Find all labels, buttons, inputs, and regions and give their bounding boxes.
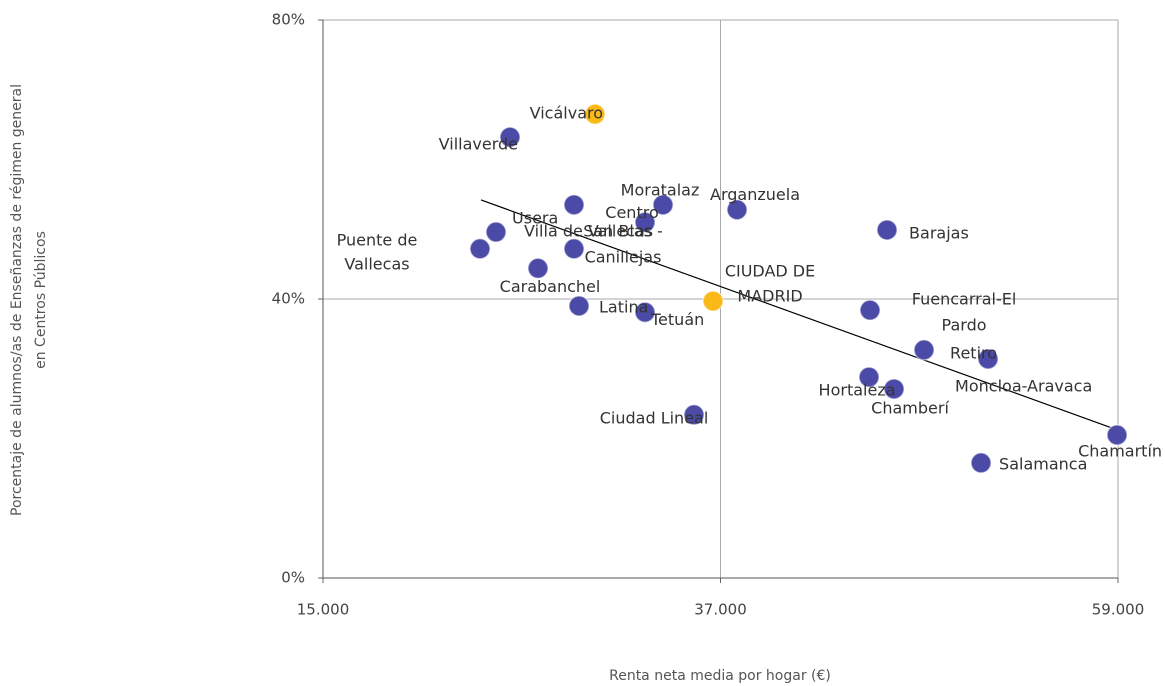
point-label: Puente de [337, 230, 418, 249]
data-point [634, 301, 656, 324]
x-tick-label: 37.000 [694, 601, 747, 619]
point-label: Villaverde [439, 135, 518, 154]
point-label: Vicálvaro [530, 104, 603, 123]
point-label: Ciudad Lineal [600, 408, 709, 427]
data-point [469, 238, 491, 260]
data-point [876, 219, 898, 241]
point-label: Hortaleza [819, 381, 896, 400]
data-point [913, 339, 935, 361]
point-label: Usera [512, 209, 558, 228]
point-label: Arganzuela [710, 185, 800, 204]
data-point [499, 126, 521, 148]
point-label: San Blas - [583, 221, 663, 240]
data-point [970, 452, 992, 474]
data-point [702, 290, 724, 312]
data-point [858, 366, 880, 388]
y-tick-label: 0% [281, 569, 305, 587]
point-label: Moratalaz [621, 180, 700, 199]
data-point [527, 257, 549, 280]
data-point [683, 404, 705, 426]
point-label: Chamartín [1078, 442, 1162, 461]
data-point [485, 221, 507, 243]
x-tick-label: 15.000 [297, 601, 350, 619]
data-point [568, 295, 590, 317]
data-point [563, 238, 585, 260]
y-tick-label: 40% [272, 290, 305, 308]
point-label: Barajas [909, 223, 969, 242]
point-label: Latina [599, 297, 648, 316]
x-tick-label: 59.000 [1092, 601, 1145, 619]
point-label: MADRID [737, 287, 802, 306]
point-label: Salamanca [999, 454, 1087, 473]
point-label: Vallecas [344, 254, 409, 273]
data-point [1106, 424, 1128, 446]
data-point [563, 194, 585, 216]
data-point [977, 348, 999, 370]
point-label: Fuencarral-El [912, 290, 1017, 309]
point-label: Retiro [950, 343, 997, 362]
data-point [859, 299, 881, 321]
data-point [726, 198, 748, 221]
y-axis-label: en Centros Públicos [33, 231, 49, 369]
x-axis-label: Renta neta media por hogar (€) [609, 668, 831, 684]
point-label: Canillejas [585, 247, 662, 266]
point-label: Villa de Vallecas [524, 221, 653, 240]
point-label: Tetuán [650, 310, 704, 329]
point-label: Chamberí [871, 398, 949, 417]
trendline [480, 199, 1119, 431]
point-label: Centro [605, 203, 658, 222]
data-point [883, 378, 905, 400]
point-label: Moncloa-Aravaca [955, 376, 1092, 395]
point-label: CIUDAD DE [725, 262, 815, 281]
y-tick-label: 80% [272, 11, 305, 29]
data-point [584, 103, 606, 125]
data-point [634, 211, 656, 234]
data-point [652, 194, 674, 216]
point-label: Carabanchel [500, 277, 601, 296]
point-label: Pardo [942, 316, 987, 335]
y-axis-label: Porcentaje de alumnos/as de Enseñanzas d… [9, 84, 25, 516]
